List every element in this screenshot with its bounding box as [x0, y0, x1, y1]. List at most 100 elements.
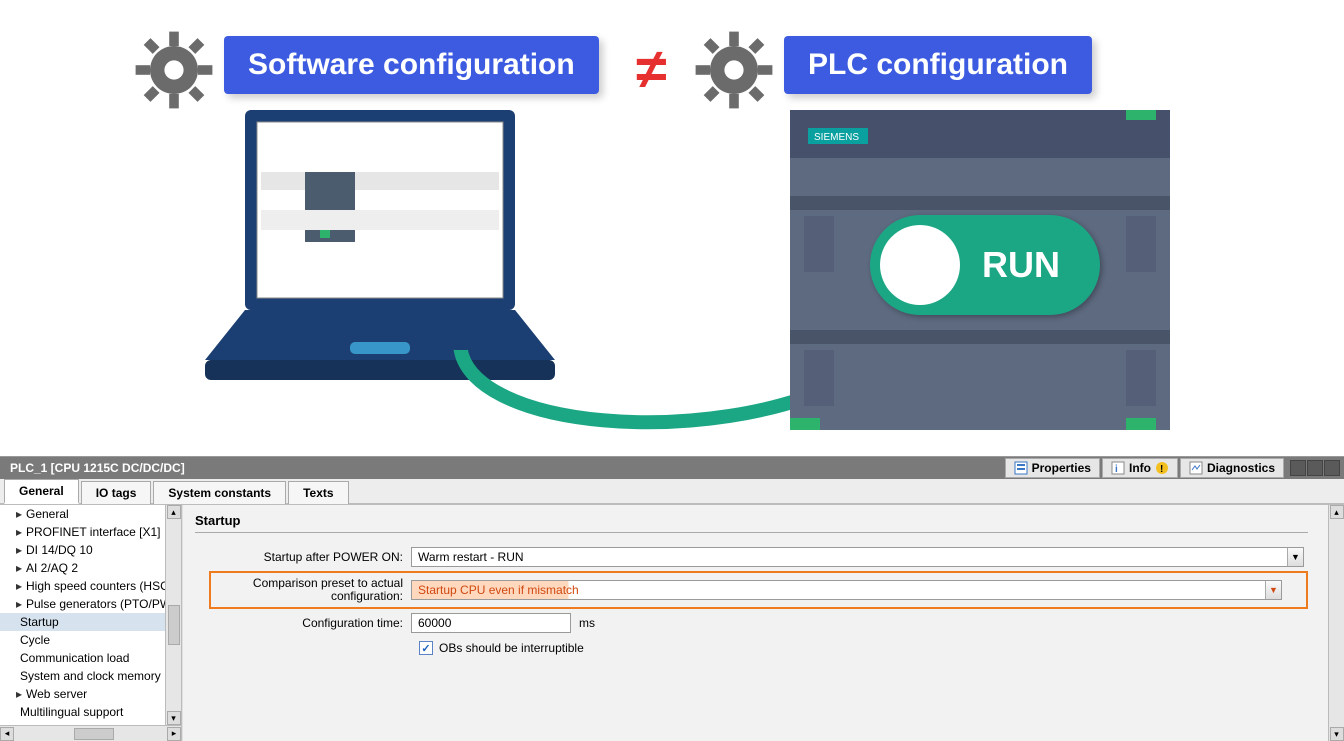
tree-item[interactable]: ▸PROFINET interface [X1] [0, 523, 182, 541]
select-comparison-config[interactable]: Startup CPU even if mismatch ▼ [411, 580, 1282, 600]
svg-text:i: i [1115, 464, 1118, 475]
tree-item[interactable]: Multilingual support [0, 703, 182, 721]
scroll-thumb[interactable] [74, 728, 114, 740]
content-scrollbar-vertical[interactable]: ▴ ▾ [1328, 505, 1344, 741]
input-value: 60000 [418, 616, 451, 630]
header-tab-diagnostics[interactable]: Diagnostics [1180, 458, 1284, 478]
gear-icon [134, 30, 214, 110]
header-tab-label: Diagnostics [1207, 461, 1275, 475]
tree-item[interactable]: ▸AI 2/AQ 2 [0, 559, 182, 577]
tree-item-label: Cycle [20, 633, 50, 647]
tree-item[interactable]: ▸Web server [0, 685, 182, 703]
tree-item-label: General [26, 507, 69, 521]
tab-io-tags[interactable]: IO tags [81, 481, 152, 504]
tree-item-label: System and clock memory [20, 669, 161, 683]
window-button[interactable] [1324, 460, 1340, 476]
checkbox-label: OBs should be interruptible [439, 641, 584, 655]
not-equal-symbol: ≠ [636, 36, 667, 101]
scroll-thumb[interactable] [168, 605, 180, 645]
panel-header: PLC_1 [CPU 1215C DC/DC/DC] Properties i … [0, 457, 1344, 479]
info-icon: i [1111, 461, 1125, 475]
chevron-right-icon: ▸ [16, 687, 26, 701]
header-tab-label: Info [1129, 461, 1151, 475]
tree-item[interactable]: ▸Pulse generators (PTO/PWM) [0, 595, 182, 613]
tree-item[interactable]: System and clock memory [0, 667, 182, 685]
tree-item[interactable]: ▸DI 14/DQ 10 [0, 541, 182, 559]
select-value: Startup CPU even if mismatch [418, 583, 579, 597]
dropdown-arrow-icon: ▼ [1287, 548, 1303, 566]
scroll-down-icon[interactable]: ▾ [167, 711, 181, 725]
tree-item[interactable]: Cycle [0, 631, 182, 649]
tab-label: General [19, 484, 64, 498]
tree-item-startup[interactable]: Startup [0, 613, 182, 631]
tree-item-label: High speed counters (HSC) [26, 579, 173, 593]
nav-tree: ▸General ▸PROFINET interface [X1] ▸DI 14… [0, 505, 182, 741]
form-label: Startup after POWER ON: [211, 550, 411, 564]
chevron-right-icon: ▸ [16, 561, 26, 575]
chevron-right-icon: ▸ [16, 525, 26, 539]
scroll-down-icon[interactable]: ▾ [1330, 727, 1344, 741]
panel-body: ▸General ▸PROFINET interface [X1] ▸DI 14… [0, 505, 1344, 741]
tree-item-label: Multilingual support [20, 705, 123, 719]
tab-texts[interactable]: Texts [288, 481, 348, 504]
warning-badge-icon: ! [1155, 461, 1169, 475]
scroll-up-icon[interactable]: ▴ [1330, 505, 1344, 519]
tree-item-label: Web server [26, 687, 87, 701]
input-configuration-time[interactable]: 60000 [411, 613, 571, 633]
tree-item[interactable]: Communication load [0, 649, 182, 667]
tab-general[interactable]: General [4, 479, 79, 504]
form-label-text: Comparison preset to actual configuratio… [253, 576, 403, 603]
toggle-knob [880, 225, 960, 305]
tree-item-label: Startup [20, 615, 59, 629]
tree-scrollbar-vertical[interactable]: ▴ ▾ [165, 505, 181, 725]
form-label: Comparison preset to actual configuratio… [211, 577, 411, 603]
plc-config-title: PLC configuration [784, 36, 1092, 94]
scroll-up-icon[interactable]: ▴ [167, 505, 181, 519]
tab-label: IO tags [96, 486, 137, 500]
form-label: Configuration time: [211, 616, 411, 630]
scroll-left-icon[interactable]: ◂ [0, 727, 14, 741]
tree-item-label: DI 14/DQ 10 [26, 543, 93, 557]
tab-label: System constants [168, 486, 271, 500]
select-startup-after-power-on[interactable]: Warm restart - RUN ▼ [411, 547, 1304, 567]
window-button[interactable] [1307, 460, 1323, 476]
chevron-right-icon: ▸ [16, 507, 26, 521]
content-area: Startup Startup after POWER ON: Warm res… [182, 505, 1344, 741]
tab-label: Texts [303, 486, 333, 500]
tree-item[interactable]: ▸High speed counters (HSC) [0, 577, 182, 595]
illustration-area: Software configuration ≠ PLC configurati… [0, 0, 1344, 456]
tab-system-constants[interactable]: System constants [153, 481, 286, 504]
software-config-title: Software configuration [224, 36, 599, 94]
diagnostics-icon [1189, 461, 1203, 475]
header-tab-properties[interactable]: Properties [1005, 458, 1100, 478]
tree-item-label: PROFINET interface [X1] [26, 525, 161, 539]
window-buttons [1290, 460, 1340, 476]
header-tab-label: Properties [1032, 461, 1091, 475]
svg-text:SIEMENS: SIEMENS [814, 132, 859, 143]
chevron-right-icon: ▸ [16, 597, 26, 611]
row-startup-after-power-on: Startup after POWER ON: Warm restart - R… [211, 547, 1328, 567]
tree-scrollbar-horizontal[interactable]: ◂ ▸ [0, 725, 181, 741]
chevron-right-icon: ▸ [16, 579, 26, 593]
header-tab-info[interactable]: i Info ! [1102, 458, 1178, 478]
row-obs-interruptible: ✓ OBs should be interruptible [419, 641, 1328, 655]
properties-icon [1014, 461, 1028, 475]
scroll-right-icon[interactable]: ▸ [167, 727, 181, 741]
select-value: Warm restart - RUN [418, 550, 524, 564]
checkbox-obs-interruptible[interactable]: ✓ [419, 641, 433, 655]
tree-item-label: AI 2/AQ 2 [26, 561, 78, 575]
header-tab-group: Properties i Info ! Diagnostics [1005, 458, 1340, 478]
gear-icon [694, 30, 774, 110]
tree-item[interactable]: ▸General [0, 505, 182, 523]
run-label: RUN [982, 244, 1060, 286]
dropdown-arrow-icon: ▼ [1265, 581, 1281, 599]
unit-label: ms [579, 616, 595, 630]
device-title: PLC_1 [CPU 1215C DC/DC/DC] [10, 461, 185, 475]
run-toggle: RUN [870, 215, 1100, 315]
section-title: Startup [195, 513, 1308, 533]
svg-text:!: ! [1160, 464, 1163, 475]
properties-panel: PLC_1 [CPU 1215C DC/DC/DC] Properties i … [0, 456, 1344, 740]
tree-item-label: Communication load [20, 651, 129, 665]
window-button[interactable] [1290, 460, 1306, 476]
chevron-right-icon: ▸ [16, 543, 26, 557]
